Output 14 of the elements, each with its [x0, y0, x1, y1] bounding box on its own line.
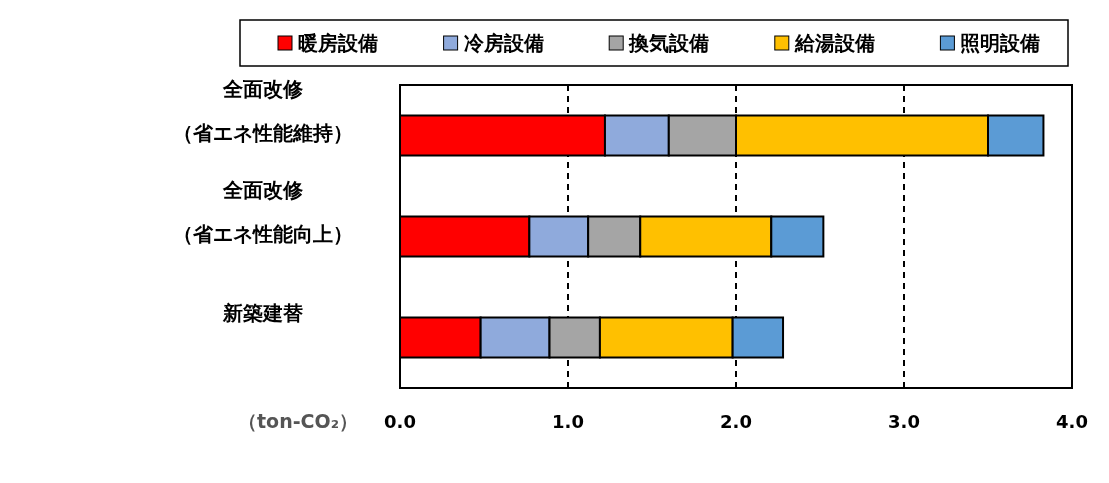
- legend-label: 暖房設備: [298, 31, 378, 55]
- legend-label: 冷房設備: [463, 31, 544, 55]
- x-tick-label: 0.0: [384, 411, 416, 432]
- x-tick-label: 2.0: [720, 411, 752, 432]
- legend-label: 換気設備: [628, 31, 710, 55]
- legend-label: 給湯設備: [793, 31, 875, 55]
- legend-label: 照明設備: [960, 31, 1041, 55]
- x-tick-label: 1.0: [552, 411, 584, 432]
- y-tick-label: 新築建替: [222, 300, 303, 325]
- x-tick-label: 3.0: [888, 411, 920, 432]
- y-tick-label: 全面改修（省エネ性能維持）: [173, 76, 353, 145]
- x-axis-title: （ton-CO₂）: [238, 410, 358, 432]
- x-tick-label: 4.0: [1056, 411, 1088, 432]
- y-tick-label: 全面改修（省エネ性能向上）: [173, 177, 353, 246]
